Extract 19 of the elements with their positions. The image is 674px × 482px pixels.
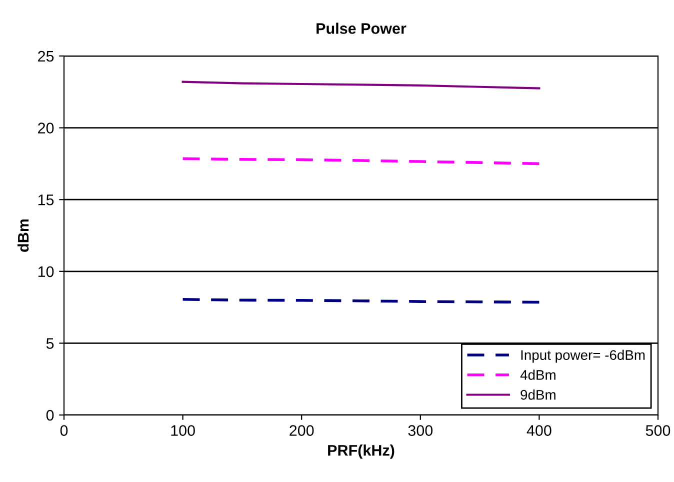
- legend-label: 9dBm: [520, 390, 556, 400]
- y-tick-label: 20: [38, 122, 54, 134]
- x-tick-label: 500: [646, 425, 670, 436]
- legend-label: Input power= -6dBm: [521, 350, 645, 363]
- x-axis-title: PRF(kHz): [328, 444, 394, 459]
- y-tick-label: 5: [46, 338, 54, 349]
- y-tick-label: 15: [38, 194, 54, 206]
- x-tick-label: 100: [171, 425, 195, 436]
- chart-title: Pulse Power: [316, 22, 406, 34]
- x-tick-label: 0: [60, 425, 68, 436]
- y-axis-title: dBm: [17, 219, 29, 252]
- y-tick-label: 25: [38, 50, 54, 62]
- x-tick-label: 300: [408, 425, 433, 436]
- y-tick-label: 0: [46, 410, 54, 421]
- legend-label: 4dBm: [520, 370, 556, 380]
- x-tick-label: 200: [290, 425, 314, 436]
- line-series: [182, 80, 540, 90]
- x-tick-label: 400: [526, 425, 552, 436]
- y-tick-label: 10: [38, 266, 54, 278]
